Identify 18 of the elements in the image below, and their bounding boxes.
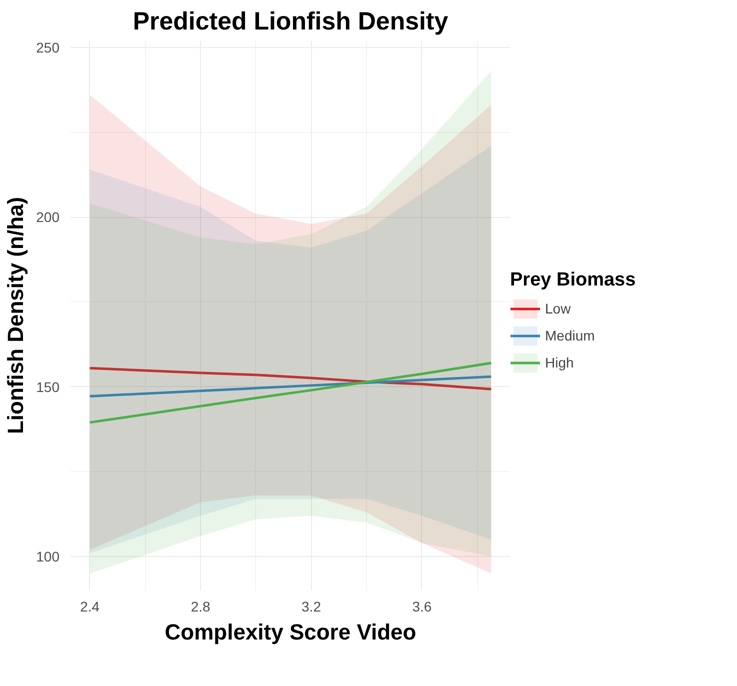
x-axis-title: Complexity Score Video [164,620,416,644]
line-series [88,366,492,390]
legend-title: Prey Biomass [510,269,636,291]
x-tick-label: 3.2 [302,598,322,614]
line-series [88,362,492,424]
legend-label: High [545,354,574,370]
chart-title: Predicted Lionfish Density [132,8,448,36]
legend-label: Medium [545,327,595,343]
line-series [88,375,492,398]
y-tick-label: 150 [36,378,60,395]
y-tick-label: 100 [36,548,60,565]
y-tick-label: 250 [36,39,60,56]
legend-label: Low [545,300,571,316]
x-tick-label: 2.4 [80,598,100,614]
x-tick-label: 3.6 [412,598,432,614]
y-tick-label: 200 [36,209,60,226]
y-axis-title: Lionfish Density (n/ha) [3,196,28,434]
x-tick-label: 2.8 [190,598,211,614]
